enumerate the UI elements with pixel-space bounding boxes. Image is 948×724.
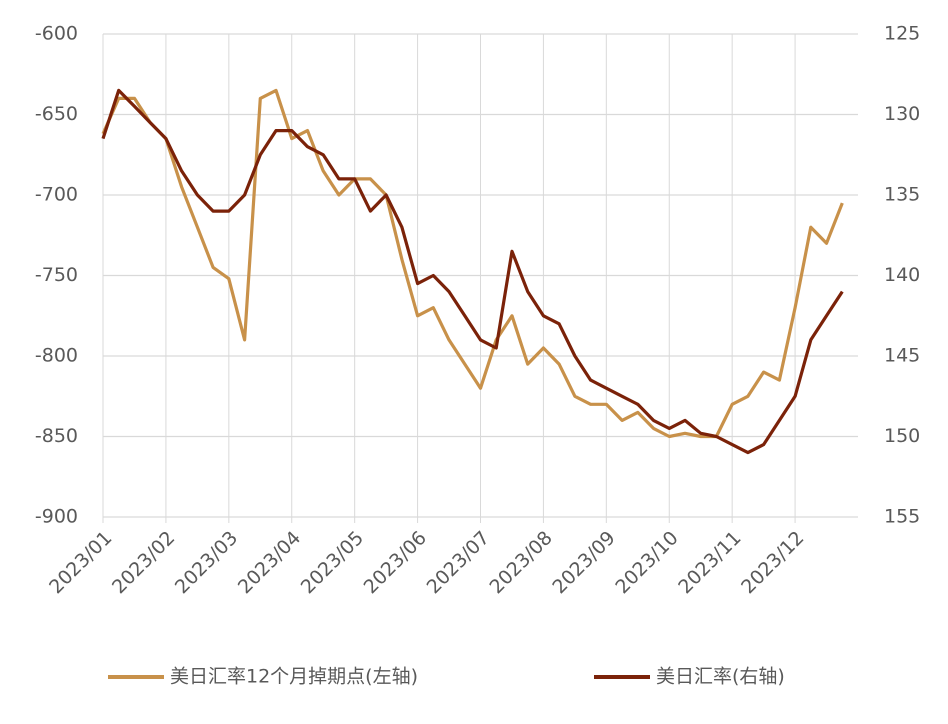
y2-tick-label: 150 [884,425,920,447]
x-tick-label: 2023/03 [171,527,242,598]
y-tick-label: -750 [35,264,78,286]
x-tick-label: 2023/07 [423,527,494,598]
y2-tick-label: 155 [884,506,920,528]
x-tick-label: 2023/06 [360,527,431,598]
y2-tick-label: 135 [884,184,920,206]
y2-tick-label: 125 [884,23,920,45]
x-tick-label: 2023/05 [297,527,368,598]
y2-tick-label: 145 [884,345,920,367]
y-tick-label: -600 [35,23,78,45]
x-tick-label: 2023/02 [108,527,179,598]
series-line [101,88,844,455]
x-tick-label: 2023/04 [234,527,305,598]
series-line [101,88,844,439]
y-tick-label: -700 [35,184,78,206]
y-tick-label: -800 [35,345,78,367]
x-tick-label: 2023/08 [485,527,556,598]
x-tick-label: 2023/01 [45,527,116,598]
x-tick-label: 2023/12 [737,527,808,598]
y-tick-label: -850 [35,425,78,447]
x-tick-label: 2023/10 [611,527,682,598]
x-tick-label: 2023/11 [674,527,745,598]
legend-label: 美日汇率(右轴) [656,666,785,688]
x-tick-label: 2023/09 [548,527,619,598]
legend-label: 美日汇率12个月掉期点(左轴) [170,666,418,688]
y-tick-label: -900 [35,506,78,528]
y2-tick-label: 130 [884,103,920,125]
y-tick-label: -650 [35,103,78,125]
y2-tick-label: 140 [884,264,920,286]
